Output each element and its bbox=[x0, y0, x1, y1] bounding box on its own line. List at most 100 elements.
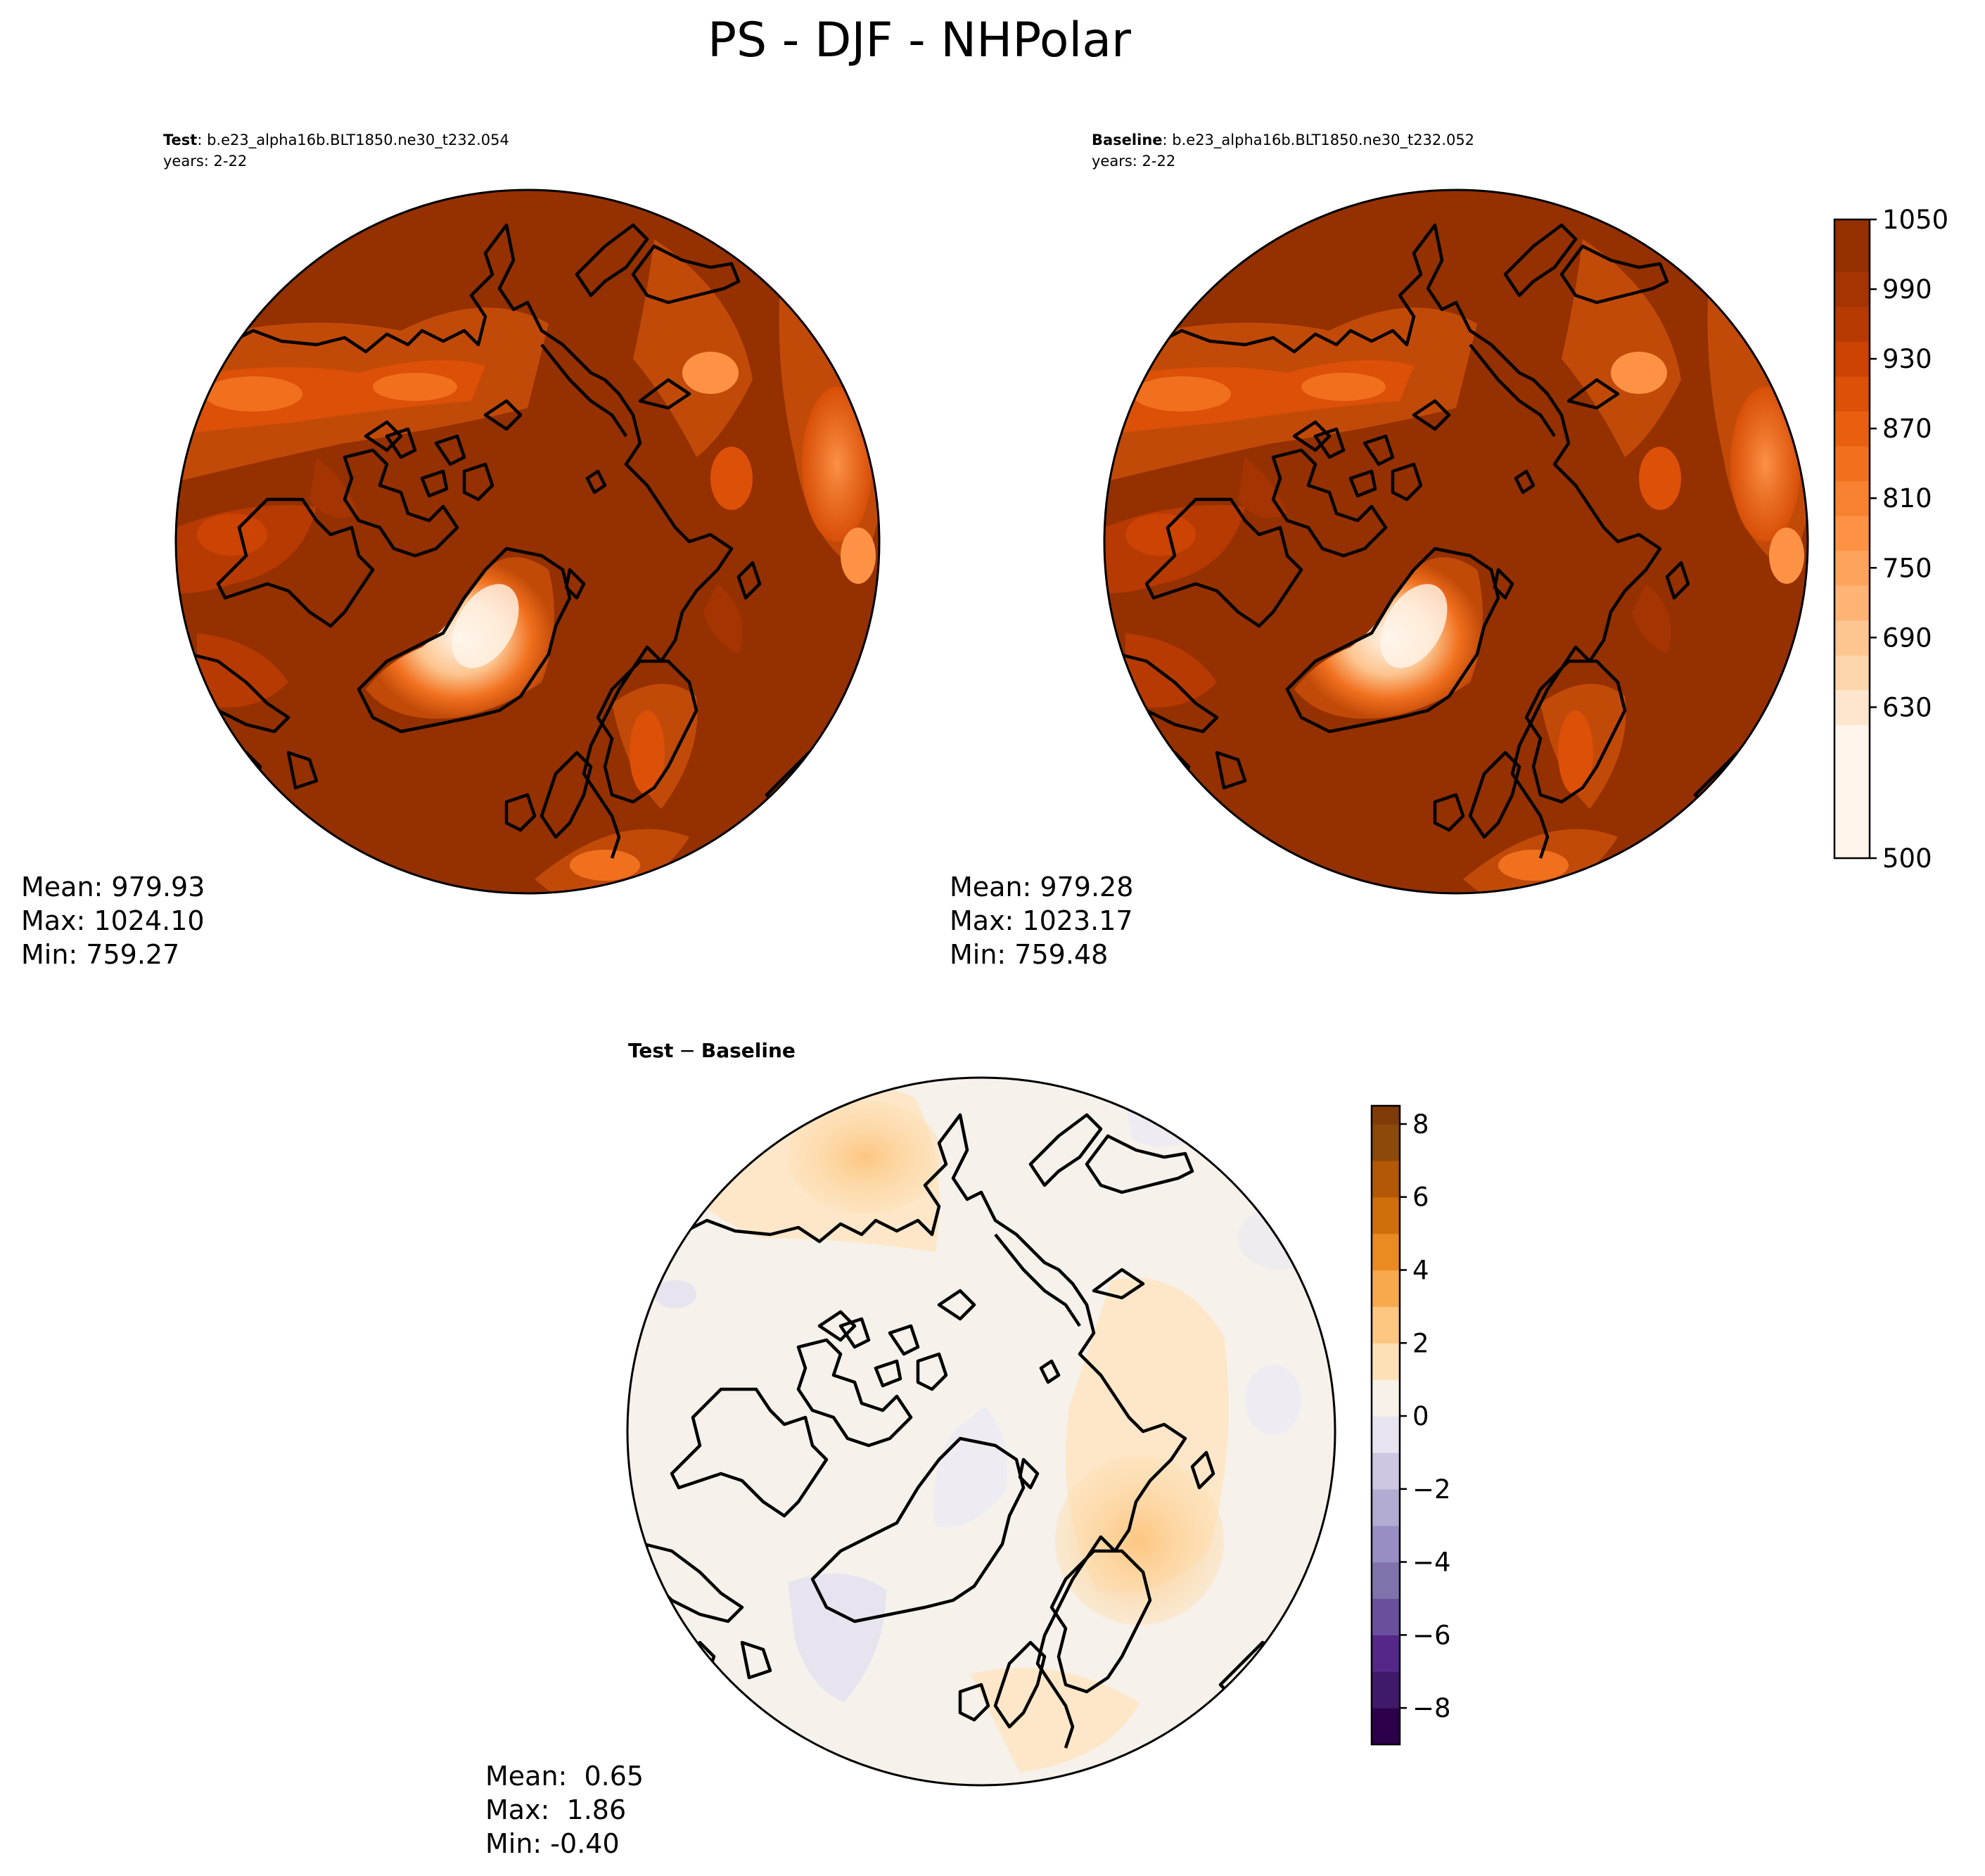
absolute-colorbar-tick-label: 870 bbox=[1882, 414, 1932, 444]
absolute-colorbar-tick-label: 750 bbox=[1882, 553, 1932, 583]
absolute-colorbar-segment bbox=[1834, 707, 1870, 725]
test-panel: Test: b.e23_alpha16b.BLT1850.ne30_t232.0… bbox=[21, 132, 881, 970]
baseline-label-bold: Baseline bbox=[1092, 132, 1163, 148]
baseline-map bbox=[1104, 190, 1808, 893]
absolute-colorbar-segment bbox=[1834, 463, 1870, 482]
absolute-colorbar-segment bbox=[1834, 289, 1870, 307]
absolute-colorbar-segment bbox=[1834, 620, 1870, 638]
difference-colorbar-segment bbox=[1372, 1106, 1400, 1125]
difference-map bbox=[627, 1078, 1335, 1785]
absolute-colorbar-segment bbox=[1834, 254, 1870, 272]
difference-colorbar-segment bbox=[1372, 1452, 1400, 1490]
test-stat-mean: Mean: 979.93 bbox=[21, 872, 205, 902]
absolute-colorbar-segment bbox=[1834, 272, 1870, 290]
difference-colorbar-segment bbox=[1372, 1123, 1400, 1161]
absolute-colorbar-segment bbox=[1834, 725, 1870, 743]
difference-colorbar-segment bbox=[1372, 1416, 1400, 1453]
absolute-colorbar-tick-label: 690 bbox=[1882, 623, 1932, 653]
test-panel-years: years: 2-22 bbox=[163, 153, 247, 170]
difference-colorbar-tick-label: 2 bbox=[1412, 1328, 1429, 1358]
test-label-case: : b.e23_alpha16b.BLT1850.ne30_t232.054 bbox=[197, 132, 509, 149]
difference-colorbar-segment bbox=[1372, 1488, 1400, 1526]
absolute-colorbar-segment bbox=[1834, 306, 1870, 325]
difference-colorbar-tick-label: 4 bbox=[1412, 1255, 1429, 1285]
absolute-colorbar-segment bbox=[1834, 515, 1870, 534]
absolute-colorbar-segment bbox=[1834, 498, 1870, 516]
difference-label-minus: − bbox=[679, 1039, 695, 1062]
absolute-colorbar-segment bbox=[1834, 655, 1870, 673]
difference-colorbar-tick-label: −2 bbox=[1412, 1474, 1451, 1505]
absolute-colorbar-segment bbox=[1834, 637, 1870, 656]
difference-colorbar-segment bbox=[1372, 1270, 1400, 1307]
test-stat-min: Min: 759.27 bbox=[21, 939, 179, 970]
difference-colorbar-segment bbox=[1372, 1598, 1400, 1635]
absolute-colorbar-segment bbox=[1834, 741, 1870, 859]
absolute-colorbar-tick-label: 990 bbox=[1882, 274, 1932, 305]
difference-panel: Test − Baseline Mean: 0.65 Max: 1.86 Min: … bbox=[485, 1039, 1451, 1859]
difference-colorbar-tick-label: 6 bbox=[1412, 1182, 1429, 1213]
absolute-colorbar-segment bbox=[1834, 411, 1870, 429]
absolute-colorbar-segment bbox=[1834, 393, 1870, 411]
absolute-colorbar-segment bbox=[1834, 480, 1870, 499]
absolute-colorbar-tick-label: 810 bbox=[1882, 483, 1932, 513]
difference-colorbar-segment bbox=[1372, 1635, 1400, 1672]
difference-stat-max: Max: 1.86 bbox=[485, 1794, 626, 1825]
difference-colorbar-segment bbox=[1372, 1708, 1400, 1745]
difference-colorbar-segment bbox=[1372, 1525, 1400, 1563]
difference-stat-min: Min: -0.40 bbox=[485, 1828, 620, 1859]
absolute-colorbar-segment bbox=[1834, 428, 1870, 447]
difference-label-baseline: Baseline bbox=[701, 1039, 796, 1062]
absolute-colorbar: 1050 990 930 870 810 750 690 630 500 bbox=[1833, 205, 1948, 874]
absolute-colorbar-segment bbox=[1834, 550, 1870, 568]
absolute-colorbar-frame bbox=[1833, 218, 1871, 860]
difference-colorbar-segment bbox=[1372, 1343, 1400, 1380]
difference-colorbar-segment bbox=[1372, 1233, 1400, 1271]
baseline-panel-label: Baseline: b.e23_alpha16b.BLT1850.ne30_t2… bbox=[1092, 132, 1474, 149]
difference-colorbar-segment bbox=[1372, 1306, 1400, 1344]
absolute-colorbar-segment bbox=[1834, 324, 1870, 342]
baseline-stat-mean: Mean: 979.28 bbox=[950, 872, 1133, 902]
absolute-colorbar-tick-label: 630 bbox=[1882, 692, 1932, 722]
difference-colorbar-tick-label: −4 bbox=[1412, 1548, 1451, 1578]
absolute-colorbar-segment bbox=[1834, 568, 1870, 586]
baseline-stat-max: Max: 1023.17 bbox=[950, 905, 1133, 936]
absolute-colorbar-segment bbox=[1834, 359, 1870, 377]
absolute-colorbar-segment bbox=[1834, 689, 1870, 708]
difference-colorbar-tick-label: 8 bbox=[1412, 1109, 1429, 1140]
baseline-panel: Baseline: b.e23_alpha16b.BLT1850.ne30_t2… bbox=[950, 132, 1948, 970]
baseline-label-case: : b.e23_alpha16b.BLT1850.ne30_t232.052 bbox=[1163, 132, 1475, 149]
difference-colorbar-tick-label: −6 bbox=[1412, 1620, 1451, 1650]
absolute-colorbar-segment bbox=[1834, 341, 1870, 359]
test-label-bold: Test bbox=[163, 132, 197, 148]
difference-stat-mean: Mean: 0.65 bbox=[485, 1761, 644, 1792]
difference-colorbar-frame bbox=[1370, 1104, 1401, 1746]
difference-colorbar-segment bbox=[1372, 1671, 1400, 1709]
baseline-panel-years: years: 2-22 bbox=[1092, 153, 1175, 170]
baseline-stat-min: Min: 759.48 bbox=[950, 939, 1108, 970]
difference-colorbar-segment bbox=[1372, 1197, 1400, 1234]
absolute-colorbar-segment bbox=[1834, 602, 1870, 621]
difference-colorbar-tick-label: 0 bbox=[1412, 1401, 1429, 1431]
difference-map-boundary bbox=[626, 1076, 1336, 1787]
difference-colorbar-segment bbox=[1372, 1160, 1400, 1198]
absolute-colorbar-segment bbox=[1834, 672, 1870, 691]
absolute-colorbar-tick-label: 1050 bbox=[1882, 205, 1948, 235]
test-stat-max: Max: 1024.10 bbox=[21, 905, 205, 936]
absolute-colorbar-tick-label: 930 bbox=[1882, 344, 1932, 374]
baseline-map-boundary bbox=[1103, 189, 1809, 895]
figure-title: PS - DJF - NHPolar bbox=[708, 13, 1131, 68]
difference-label-test: Test bbox=[628, 1039, 673, 1062]
absolute-colorbar-segment bbox=[1834, 532, 1870, 551]
test-map bbox=[176, 190, 879, 893]
difference-colorbar: 8 6 4 2 0 −2 −4 −6 −8 bbox=[1370, 1104, 1451, 1746]
difference-colorbar-segment bbox=[1372, 1562, 1400, 1600]
absolute-colorbar-segment bbox=[1834, 445, 1870, 464]
absolute-colorbar-tick-label: 500 bbox=[1882, 843, 1932, 874]
absolute-colorbar-segment bbox=[1834, 585, 1870, 604]
test-map-boundary bbox=[174, 189, 881, 895]
test-panel-label: Test: b.e23_alpha16b.BLT1850.ne30_t232.0… bbox=[163, 132, 509, 149]
absolute-colorbar-segment bbox=[1834, 376, 1870, 395]
absolute-colorbar-segment bbox=[1834, 219, 1870, 255]
difference-colorbar-tick-label: −8 bbox=[1412, 1693, 1451, 1723]
